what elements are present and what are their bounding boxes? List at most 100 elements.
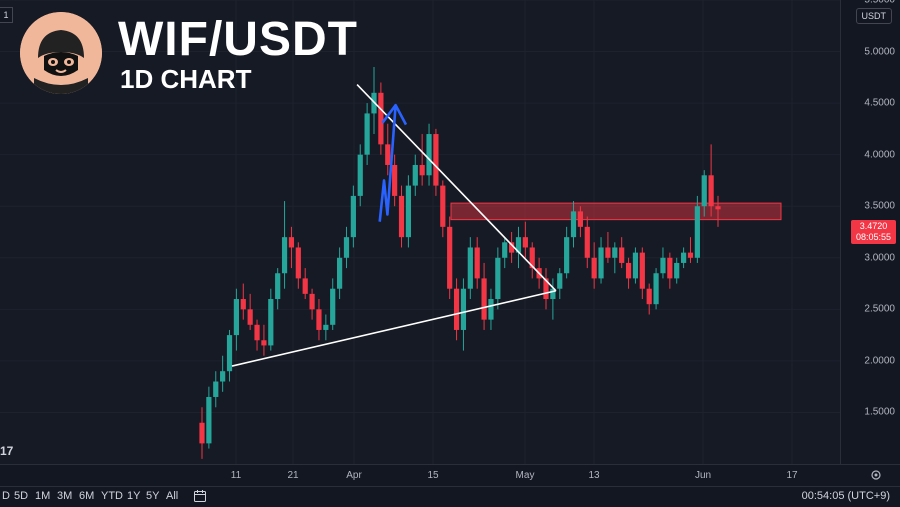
candle-body [639,252,645,289]
candle-body [708,175,714,207]
current-price-value: 3.4720 [859,221,888,231]
chart-title: WIF/USDT [118,13,358,66]
time-tick-label: 21 [287,470,299,481]
candle-body [405,185,411,238]
candle-body [316,309,322,330]
candle-body [687,252,694,258]
candle-body [213,381,219,397]
time-axis[interactable]: 11 21 Apr 15 May 13 Jun 17 [0,464,900,487]
candle-body [653,273,659,305]
price-countdown: 08:05:55 [855,232,892,242]
candle-body [247,309,253,325]
candle-body [440,185,446,227]
price-tick-label: 4.5000 [864,97,895,109]
candle-body [543,278,549,300]
candle-body [550,288,556,300]
candle-body [323,324,329,330]
chart-canvas[interactable] [0,0,840,464]
resistance-zone [450,202,782,221]
candle-body [254,324,260,341]
candle-body [240,299,246,310]
candle-body [199,422,205,444]
candle-body [398,195,405,238]
candle-body [419,164,425,176]
candle-body [309,293,315,310]
candle-body [337,257,343,289]
candle-body [584,226,590,258]
range-6m-button[interactable]: 6M [79,490,95,502]
upper-trendline [356,83,557,292]
candle-body [453,288,460,330]
range-ytd-button[interactable]: YTD [101,490,123,502]
candle-body [667,257,673,279]
candle-body [233,299,239,336]
candle-body [529,247,535,269]
time-tick-label: Apr [346,470,362,481]
candle-body [619,247,625,263]
candle-body [288,237,295,248]
candle-body [275,273,281,300]
candle-body [701,175,707,207]
candle-body [268,299,274,346]
candle-body [674,262,680,279]
price-tick-label: 5.5000 [864,0,895,6]
tradingview-logo: 17 [0,444,13,458]
price-tick-label: 2.5000 [864,303,895,315]
range-3m-button[interactable]: 3M [57,490,73,502]
candle-body [681,252,687,263]
candle-body [481,278,487,320]
candle-body [447,226,453,289]
candle-body [570,211,577,238]
candle-body [350,195,356,238]
calendar-icon[interactable] [193,489,207,503]
range-d-button[interactable]: D [2,490,10,502]
candle-body [330,288,336,325]
price-tick-label: 3.5000 [864,200,895,212]
price-tick-label: 3.0000 [864,252,895,264]
range-1m-button[interactable]: 1M [35,490,51,502]
current-price-tag: 3.4720 08:05:55 [851,220,896,244]
candle-body [515,237,522,253]
candle-body [522,237,528,248]
candle-body [226,335,233,372]
price-tick-label: 5.0000 [864,46,895,58]
clock-readout[interactable]: 00:54:05 (UTC+9) [801,490,890,502]
candle-body [281,237,288,274]
lower-trendline [231,289,557,367]
candle-body [502,242,508,258]
price-tick-label: 4.0000 [864,149,895,161]
projection-path [378,105,397,222]
range-5d-button[interactable]: 5D [14,490,29,502]
candle-body [660,257,666,274]
time-tick-label: 13 [588,470,600,481]
candle-body [625,262,632,279]
candlestick-chart[interactable] [0,0,840,464]
candle-body [206,396,212,444]
price-tick-label: 1.5000 [864,406,895,418]
candle-body [220,371,226,382]
time-tick-label: 15 [427,470,439,481]
top-left-badge[interactable]: 1 [0,7,13,23]
candle-body [343,237,350,258]
dogwifhat-logo [20,12,102,94]
time-tick-label: 17 [786,470,798,481]
candle-body [357,154,363,196]
candle-body [460,288,467,330]
candle-body [467,247,473,289]
candle-body [694,206,700,258]
candle-body [509,242,515,253]
range-all-button[interactable]: All [166,490,179,502]
candle-body [632,252,639,279]
tradingview-logo-text: 17 [0,444,14,458]
settings-gear-icon[interactable] [870,469,882,481]
candle-body [378,92,384,145]
time-tick-label: 11 [230,470,242,481]
candle-body [392,164,398,196]
price-tick-label: 2.0000 [864,355,895,367]
range-5y-button[interactable]: 5Y [146,490,160,502]
candle-body [433,134,439,186]
currency-selector[interactable]: USDT [855,8,892,24]
candle-body [488,299,494,320]
range-1y-button[interactable]: 1Y [127,490,141,502]
projection-arrowhead [381,103,408,126]
